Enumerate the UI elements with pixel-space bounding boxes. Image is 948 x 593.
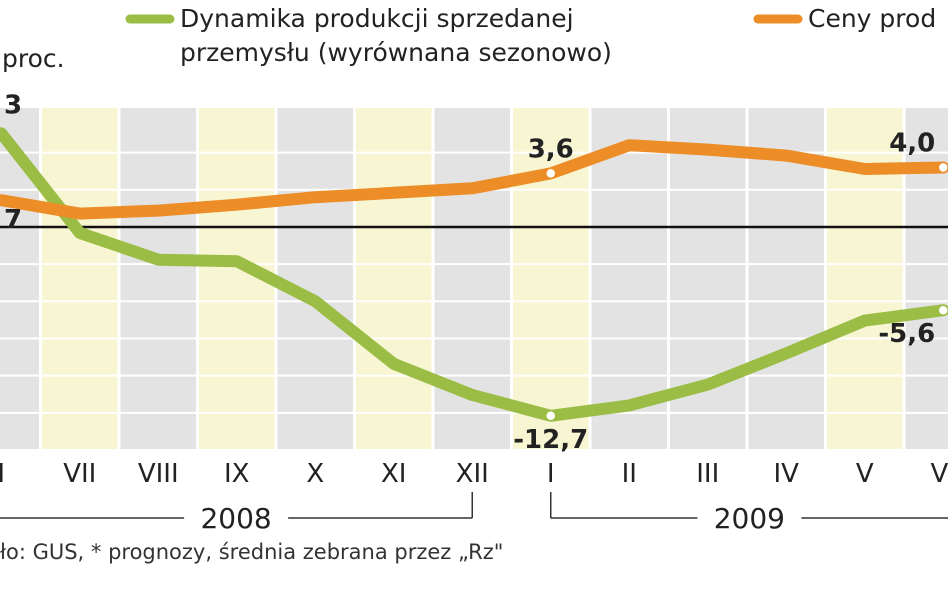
month-label: IX <box>224 459 249 489</box>
month-label: VIII <box>138 459 179 489</box>
series-line-green <box>0 127 948 422</box>
data-label: 4,0 <box>889 128 935 158</box>
month-bands <box>0 108 948 450</box>
data-label: -12,7 <box>513 425 588 455</box>
month-label: XII <box>456 459 489 489</box>
month-label: XI <box>381 459 406 489</box>
year-label: 2008 <box>200 502 271 535</box>
month-label: V <box>856 459 874 489</box>
month-band <box>356 108 432 450</box>
year-brackets: 2008 2009 <box>0 492 948 535</box>
data-label: 7 <box>4 205 22 235</box>
data-point-marker <box>937 304 948 316</box>
month-band <box>120 108 196 450</box>
data-label: 3,6 <box>528 134 574 164</box>
series-lines <box>0 127 948 422</box>
month-band <box>277 108 353 450</box>
month-label: IV <box>774 459 800 489</box>
month-label: VI <box>931 459 948 489</box>
data-point-marker <box>545 167 557 180</box>
year-label: 2009 <box>714 502 785 535</box>
month-label: III <box>696 459 719 489</box>
source-note: ło: GUS, * prognozy, średnia zebrana prz… <box>0 540 504 564</box>
unit-label: proc. <box>2 44 65 73</box>
data-label: -5,6 <box>878 319 935 349</box>
month-band <box>670 108 746 450</box>
month-label: II <box>622 459 637 489</box>
data-point-markers <box>545 161 948 422</box>
month-label: I <box>0 459 5 489</box>
data-point-marker <box>937 161 948 174</box>
month-label: I <box>547 459 555 489</box>
data-labels: 3 7 3,6 -12,7 4,0 -5,6 <box>4 90 935 455</box>
month-label: VII <box>63 459 96 489</box>
legend-orange-label: Ceny prod <box>808 4 937 33</box>
data-label: 3 <box>4 90 22 120</box>
month-label: X <box>306 459 324 489</box>
month-band <box>42 108 118 450</box>
data-point-marker <box>545 410 557 422</box>
month-band <box>905 108 948 450</box>
series-line-orange <box>0 139 948 220</box>
x-axis-labels: IVIIVIIIIXXXIXIIIIIIIIIVVVI <box>0 459 948 489</box>
legend-green-label: Dynamika produkcji sprzedanej przemysłu … <box>180 4 612 67</box>
